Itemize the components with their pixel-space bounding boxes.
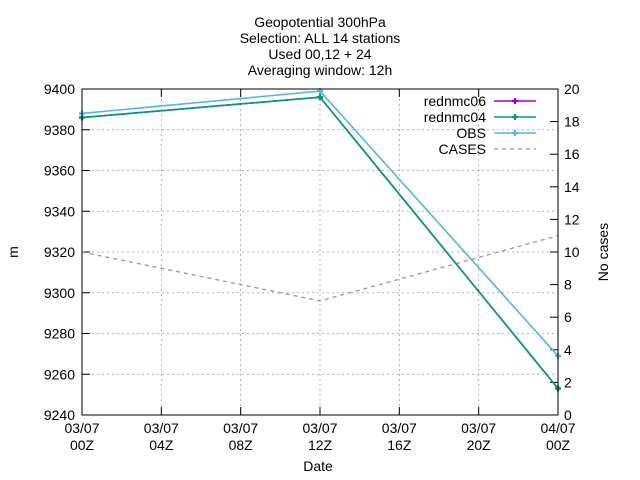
y2-tick-label: 10: [564, 244, 580, 260]
y2-tick-label: 16: [564, 146, 580, 162]
y2-tick-label: 8: [564, 277, 572, 293]
y2-tick-label: 20: [564, 81, 580, 97]
legend-marker-rednmc04: [512, 114, 518, 120]
grid: [82, 89, 558, 415]
title-line: Used 00,12 + 24: [268, 46, 371, 62]
data-point-rednmc04: [317, 94, 323, 101]
x-tick-label-hour: 00Z: [70, 437, 95, 453]
y-tick-label: 9320: [44, 244, 75, 260]
legend-marker-rednmc06: [512, 98, 518, 104]
y-tick-label: 9360: [44, 163, 75, 179]
y2-tick-label: 4: [564, 342, 572, 358]
x-tick-label-hour: 16Z: [387, 437, 412, 453]
y-tick-label: 9380: [44, 122, 75, 138]
y-tick-label: 9300: [44, 285, 75, 301]
plot-frame: [81, 88, 559, 416]
y-tick-label: 9260: [44, 366, 75, 382]
x-tick-label-hour: 04Z: [149, 437, 174, 453]
y2-tick-label: 0: [564, 407, 572, 423]
y-tick-label: 9280: [44, 326, 75, 342]
y-tick-label: 9400: [44, 81, 75, 97]
x-tick-label-hour: 00Z: [546, 437, 571, 453]
legend-label-obs: OBS: [456, 125, 486, 141]
legend-label-rednmc04: rednmc04: [424, 109, 486, 125]
x-axis-label: Date: [303, 458, 333, 474]
y2-tick-label: 12: [564, 211, 580, 227]
x-tick-label-date: 03/07: [382, 420, 417, 436]
x-tick-label-date: 03/07: [302, 420, 337, 436]
title-line: Selection: ALL 14 stations: [240, 30, 401, 46]
y-axis-label: m: [5, 246, 21, 258]
y2-tick-label: 14: [564, 179, 580, 195]
title-line: Geopotential 300hPa: [254, 14, 386, 30]
title-line: Averaging window: 12h: [248, 62, 393, 78]
series-line-cases: [81, 235, 559, 302]
y2-tick-label: 2: [564, 374, 572, 390]
x-tick-label-hour: 08Z: [229, 437, 254, 453]
y2-tick-label: 6: [564, 309, 572, 325]
y2-tick-label: 18: [564, 114, 580, 130]
x-tick-label-date: 03/07: [461, 420, 496, 436]
y-tick-label: 9240: [44, 407, 75, 423]
x-tick-label-date: 04/07: [540, 420, 575, 436]
series-group: [79, 88, 561, 392]
x-tick-label-date: 03/07: [223, 420, 258, 436]
legend-label-rednmc06: rednmc06: [424, 93, 486, 109]
y2-axis-label: No cases: [595, 223, 611, 281]
x-tick-label-hour: 12Z: [308, 437, 333, 453]
x-tick-label-hour: 20Z: [467, 437, 492, 453]
legend-marker-obs: [512, 130, 518, 136]
legend-label-cases: CASES: [439, 141, 486, 157]
y-tick-label: 9340: [44, 203, 75, 219]
axes: 9240 9260 9280 9300 9320 9340 9360 9380 9400 0 2 4 6…: [5, 81, 611, 474]
x-tick-label-date: 03/07: [144, 420, 179, 436]
x-tick-label-date: 03/07: [64, 420, 99, 436]
